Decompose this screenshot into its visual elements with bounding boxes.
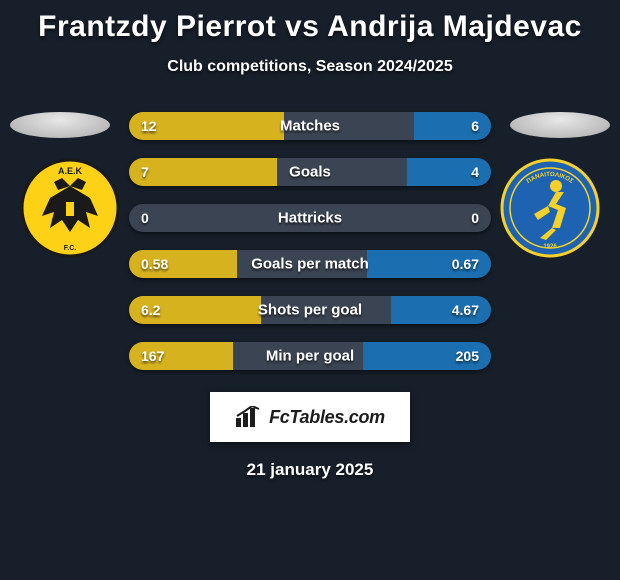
svg-text:F.C.: F.C. (64, 245, 77, 252)
stat-label: Hattricks (278, 210, 342, 227)
stat-value-right: 6 (471, 118, 479, 134)
crest-left: A.E.K F.C. (20, 158, 120, 258)
fctables-badge: FcTables.com (210, 392, 410, 442)
stat-row: Goals per match 0.58 0.67 (129, 250, 491, 278)
stat-value-left: 7 (141, 164, 149, 180)
stat-label: Min per goal (266, 348, 354, 365)
date-label: 21 january 2025 (0, 460, 620, 480)
stat-seg-left (129, 158, 277, 186)
shelf-left (10, 112, 110, 138)
shelf-right (510, 112, 610, 138)
aek-crest-icon: A.E.K F.C. (20, 158, 120, 258)
stat-label: Goals (289, 164, 331, 181)
svg-text:1926: 1926 (543, 244, 557, 250)
stat-label: Matches (280, 118, 340, 135)
fctables-label: FcTables.com (269, 407, 385, 428)
stat-value-right: 4 (471, 164, 479, 180)
stat-row: Matches 12 6 (129, 112, 491, 140)
stat-value-left: 12 (141, 118, 157, 134)
stat-rows: Matches 12 6 Goals 7 4 Hattricks 0 0 Goals per ma… (129, 112, 491, 370)
stat-label: Shots per goal (258, 302, 362, 319)
stat-value-left: 167 (141, 348, 164, 364)
stat-row: Hattricks 0 0 (129, 204, 491, 232)
stat-value-right: 205 (456, 348, 479, 364)
stat-row: Shots per goal 6.2 4.67 (129, 296, 491, 324)
crest-right: ΠΑΝΑΙΤΩΛΙΚΟΣ 1926 (500, 158, 600, 258)
fctables-icon (235, 406, 263, 428)
stat-value-left: 0.58 (141, 256, 168, 272)
comparison-stage: A.E.K F.C. ΠΑΝΑΙΤΩΛΙΚΟΣ 1926 Matches 12 6 G… (0, 112, 620, 370)
panaitolikos-crest-icon: ΠΑΝΑΙΤΩΛΙΚΟΣ 1926 (500, 158, 600, 258)
stat-row: Goals 7 4 (129, 158, 491, 186)
stat-value-right: 0.67 (452, 256, 479, 272)
stat-value-left: 6.2 (141, 302, 160, 318)
stat-row: Min per goal 167 205 (129, 342, 491, 370)
stat-value-right: 0 (471, 210, 479, 226)
subtitle: Club competitions, Season 2024/2025 (0, 58, 620, 76)
stat-seg-right (414, 112, 491, 140)
page-title: Frantzdy Pierrot vs Andrija Majdevac (0, 0, 620, 44)
stat-value-left: 0 (141, 210, 149, 226)
svg-text:A.E.K: A.E.K (58, 166, 83, 176)
stat-value-right: 4.67 (452, 302, 479, 318)
stat-label: Goals per match (251, 256, 369, 273)
